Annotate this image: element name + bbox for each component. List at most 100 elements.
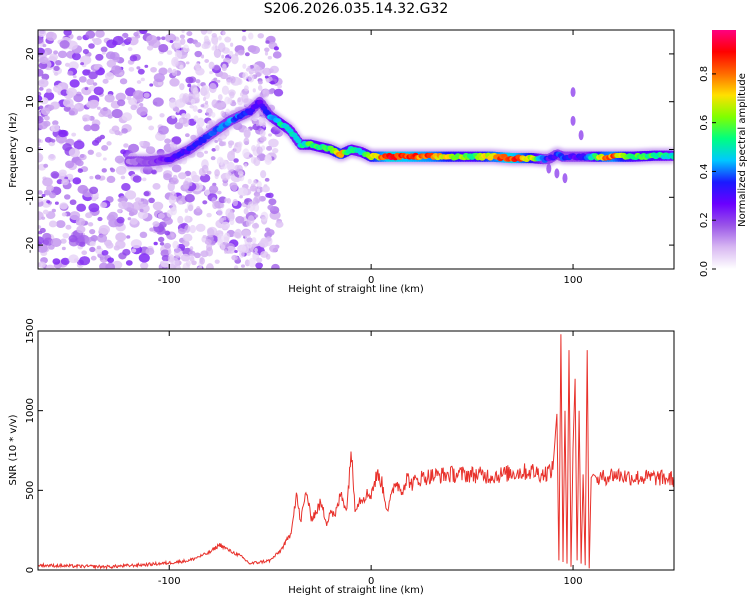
noise-blob bbox=[55, 59, 62, 66]
noise-blob bbox=[186, 31, 193, 37]
noise-blob bbox=[195, 96, 200, 104]
snr-line bbox=[38, 334, 674, 570]
noise-blob bbox=[171, 56, 179, 67]
noise-blob bbox=[247, 178, 252, 185]
noise-blob bbox=[222, 63, 227, 69]
noise-blob bbox=[120, 175, 126, 180]
noise-blob bbox=[167, 67, 173, 74]
noise-blob bbox=[94, 174, 101, 180]
noise-blob bbox=[119, 71, 124, 76]
noise-blob bbox=[95, 53, 104, 61]
noise-blob bbox=[114, 155, 125, 164]
noise-blob bbox=[106, 59, 117, 68]
noise-blob bbox=[241, 30, 247, 33]
noise-blob bbox=[201, 85, 210, 96]
noise-blob bbox=[46, 88, 52, 94]
noise-blob bbox=[206, 30, 213, 35]
x-tick-label: 100 bbox=[564, 576, 583, 587]
noise-blob bbox=[125, 260, 133, 266]
noise-blob bbox=[72, 177, 82, 185]
noise-blob bbox=[38, 30, 47, 37]
noise-blob bbox=[79, 256, 91, 266]
noise-blob bbox=[229, 91, 235, 99]
noise-blob bbox=[129, 55, 138, 62]
noise-blob bbox=[146, 115, 153, 121]
noise-blob bbox=[220, 221, 230, 230]
noise-blob bbox=[248, 74, 255, 83]
noise-blob bbox=[242, 63, 247, 69]
noise-blob bbox=[38, 261, 46, 268]
noise-blob bbox=[82, 114, 91, 122]
noise-blob bbox=[127, 47, 133, 52]
noise-blob bbox=[53, 65, 60, 72]
noise-blob bbox=[216, 79, 221, 83]
noise-blob bbox=[50, 171, 60, 179]
noise-blob bbox=[126, 95, 132, 101]
noise-blob bbox=[188, 181, 193, 187]
x-tick-label: -100 bbox=[158, 275, 181, 286]
noise-blob bbox=[267, 55, 272, 60]
noise-blob bbox=[138, 203, 150, 214]
noise-blob bbox=[68, 148, 80, 158]
noise-blob bbox=[259, 129, 266, 137]
spike-blob bbox=[546, 163, 552, 174]
noise-blob bbox=[206, 243, 213, 252]
noise-blob bbox=[169, 40, 174, 44]
noise-blob bbox=[272, 51, 282, 59]
noise-blob bbox=[167, 249, 172, 255]
noise-blob bbox=[69, 199, 77, 206]
noise-blob bbox=[87, 149, 94, 155]
noise-blob bbox=[269, 65, 280, 74]
colorbar-tick-label: 0.2 bbox=[699, 212, 710, 228]
noise-blob bbox=[206, 264, 212, 269]
noise-blob bbox=[77, 184, 89, 194]
noise-blob bbox=[247, 215, 255, 225]
noise-blob bbox=[244, 52, 250, 57]
noise-blob bbox=[214, 259, 220, 264]
noise-blob bbox=[157, 212, 165, 219]
noise-blob bbox=[251, 187, 255, 192]
noise-blob bbox=[158, 44, 169, 53]
noise-blob bbox=[151, 169, 157, 175]
noise-blob bbox=[139, 231, 148, 239]
noise-blob bbox=[58, 169, 67, 177]
noise-blob bbox=[199, 173, 211, 183]
noise-blob bbox=[182, 233, 193, 242]
ridge-core-blob bbox=[295, 138, 302, 144]
noise-blob bbox=[49, 192, 57, 199]
noise-blob bbox=[236, 164, 243, 174]
noise-blob bbox=[264, 75, 269, 79]
noise-blob bbox=[233, 265, 239, 269]
noise-blob bbox=[116, 208, 122, 213]
noise-blob bbox=[38, 36, 44, 44]
spectrogram-x-axis-label: Height of straight line (km) bbox=[288, 284, 424, 295]
noise-blob bbox=[52, 258, 61, 265]
noise-blob bbox=[177, 200, 183, 205]
noise-blob bbox=[220, 202, 225, 209]
noise-blob bbox=[230, 54, 239, 65]
noise-blob bbox=[264, 154, 273, 165]
noise-blob bbox=[171, 136, 182, 145]
noise-blob bbox=[200, 54, 205, 59]
noise-blob bbox=[43, 237, 54, 246]
noise-blob bbox=[190, 98, 196, 105]
noise-blob bbox=[269, 244, 279, 253]
noise-blob bbox=[187, 204, 194, 212]
noise-blob bbox=[106, 175, 116, 184]
noise-blob bbox=[87, 222, 94, 227]
noise-blob bbox=[163, 173, 172, 181]
noise-blob bbox=[88, 43, 95, 49]
noise-blob bbox=[136, 106, 148, 116]
noise-blob bbox=[184, 224, 191, 233]
spectrogram-y-axis-label: Frequency (Hz) bbox=[8, 112, 19, 188]
noise-blob bbox=[203, 35, 209, 43]
noise-blob bbox=[254, 247, 258, 253]
colorbar-ticks: 0.0 0.2 0.4 0.6 0.8 bbox=[699, 66, 716, 277]
noise-blob bbox=[211, 147, 216, 152]
noise-blob bbox=[219, 72, 229, 80]
noise-blob bbox=[85, 212, 93, 219]
noise-blob bbox=[152, 201, 164, 211]
noise-blob bbox=[273, 88, 284, 97]
noise-blob bbox=[139, 30, 148, 35]
noise-blob bbox=[71, 52, 81, 61]
